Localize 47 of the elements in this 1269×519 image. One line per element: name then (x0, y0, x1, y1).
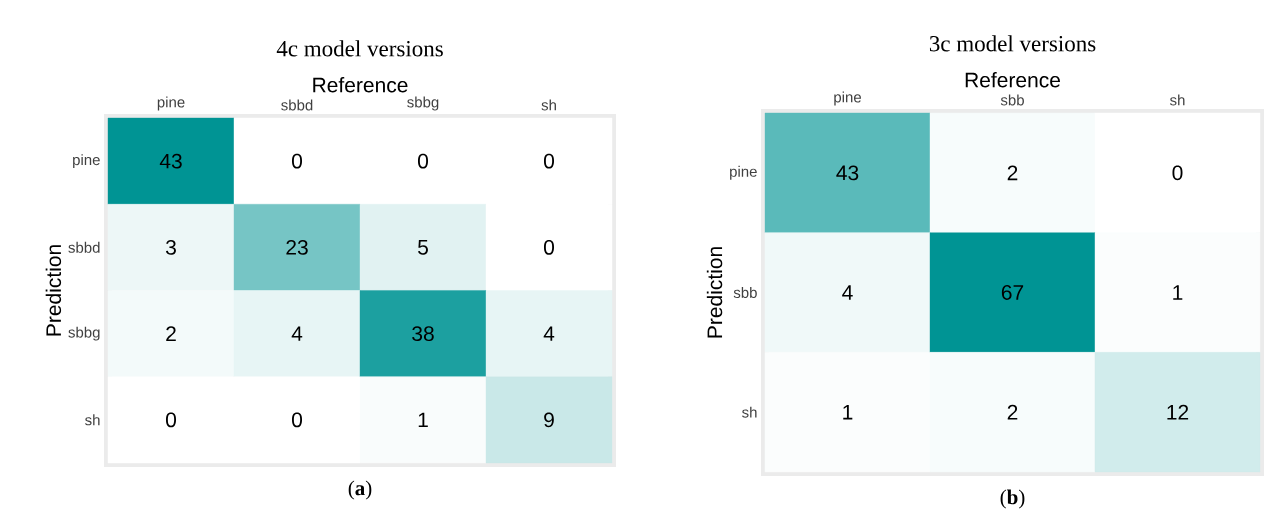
text: (b) (1000, 489, 1025, 509)
data-label: 0 (543, 239, 555, 255)
x-tick-label: sbbd (281, 99, 313, 111)
data-label: 0 (1172, 165, 1183, 181)
data-label: 23 (286, 239, 308, 255)
y-axis-title: Prediction (45, 245, 62, 336)
x-tick-label: sbb (1000, 94, 1024, 106)
x-axis-title: Reference (965, 72, 1060, 88)
text: (a) (348, 480, 372, 500)
data-label: 9 (544, 412, 554, 428)
x-axis-title: Reference (313, 77, 408, 93)
y-tick-label: sh (742, 406, 757, 418)
data-label: 1 (418, 412, 428, 428)
x-tick-label: sbbg (407, 96, 439, 111)
data-label: 4 (291, 326, 303, 341)
data-label: 38 (412, 326, 434, 342)
data-label: 2 (1007, 404, 1018, 420)
data-label: 0 (543, 153, 555, 169)
x-tick-label: sh (541, 99, 556, 111)
x-tick-label: pine (157, 96, 185, 111)
data-label: 0 (291, 412, 303, 428)
data-label: 67 (1001, 285, 1024, 300)
y-tick-label: sbb (733, 286, 757, 298)
y-tick-label: sbbg (68, 326, 100, 341)
data-label: 3 (165, 239, 176, 255)
data-label: 1 (843, 404, 853, 420)
x-tick-label: sh (1170, 94, 1185, 106)
data-label: 43 (159, 153, 182, 169)
data-label: 5 (418, 240, 428, 255)
data-label: 1 (1173, 285, 1183, 300)
data-label: 4 (842, 285, 853, 300)
y-tick-label: sh (85, 414, 100, 426)
data-label: 2 (166, 326, 176, 341)
y-axis-title: Prediction (706, 247, 723, 338)
data-label: 2 (1007, 165, 1018, 181)
y-tick-label: sbbd (68, 241, 100, 253)
data-label: 43 (836, 165, 859, 181)
data-label: 4 (543, 326, 555, 341)
data-label: 0 (165, 412, 177, 428)
x-tick-label: pine (834, 91, 861, 106)
y-tick-label: pine (730, 165, 757, 180)
chart-title: 4c model versions (276, 40, 443, 57)
data-label: 12 (1167, 404, 1189, 420)
data-label: 0 (291, 153, 303, 169)
y-tick-label: pine (73, 154, 100, 169)
chart-title: 3c model versions (929, 35, 1096, 52)
data-label: 0 (417, 153, 429, 169)
